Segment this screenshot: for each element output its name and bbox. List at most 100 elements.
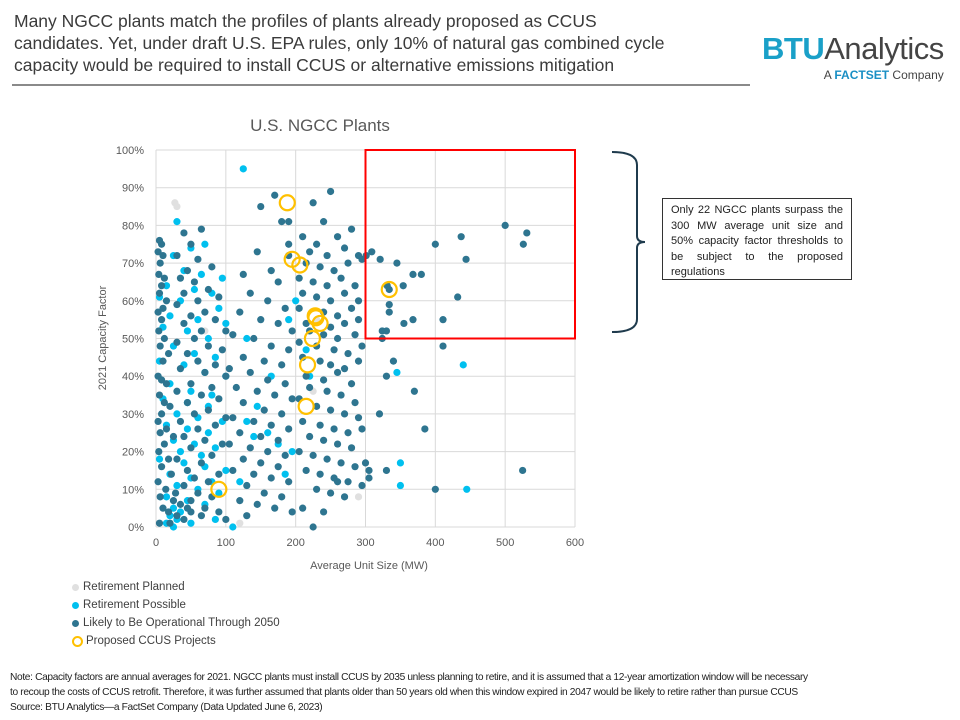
plant-point xyxy=(156,259,164,267)
ccus-project-marker xyxy=(278,194,296,212)
plant-point xyxy=(365,466,373,475)
plant-point xyxy=(439,342,447,350)
plant-point xyxy=(159,504,167,512)
plant-point xyxy=(306,432,314,441)
plant-point xyxy=(211,421,219,429)
plant-point xyxy=(243,417,251,426)
plant-point xyxy=(204,406,212,414)
plant-point xyxy=(358,425,366,433)
plant-point xyxy=(299,233,307,241)
plant-point xyxy=(271,391,279,399)
plant-point xyxy=(399,282,407,290)
plant-point xyxy=(337,391,345,399)
plant-point xyxy=(285,425,293,433)
y-tick-label: 50% xyxy=(122,334,144,346)
plant-point xyxy=(162,380,171,388)
plant-point xyxy=(201,504,209,512)
plant-point xyxy=(285,346,293,354)
plant-point xyxy=(194,357,202,365)
plant-point xyxy=(164,349,173,358)
footnotes: Note: Capacity factors are annual averag… xyxy=(10,670,808,715)
plant-point xyxy=(204,285,212,294)
plant-point xyxy=(183,349,192,358)
plant-point xyxy=(197,451,205,459)
plant-point xyxy=(382,372,391,380)
series-retirement-possible xyxy=(155,165,471,531)
plant-point xyxy=(333,440,342,448)
plant-point xyxy=(164,508,173,516)
plant-point xyxy=(368,248,376,256)
plant-point xyxy=(236,497,244,505)
plant-point xyxy=(194,316,202,324)
plant-point xyxy=(375,410,384,418)
plant-point xyxy=(253,387,261,395)
plant-point xyxy=(218,274,226,282)
plant-point xyxy=(519,240,527,248)
plant-point xyxy=(385,285,393,294)
plant-point xyxy=(225,440,233,448)
x-tick-label: 200 xyxy=(286,537,304,549)
plant-point xyxy=(351,463,359,471)
plant-point xyxy=(340,410,349,418)
plant-point xyxy=(236,429,244,437)
plant-point xyxy=(351,331,359,339)
plant-point xyxy=(169,497,178,505)
plant-point xyxy=(250,417,258,426)
logo-company: Company xyxy=(889,68,944,82)
logo-analytics: Analytics xyxy=(824,31,944,66)
plant-point xyxy=(246,444,254,452)
ccus-project-marker xyxy=(297,397,315,415)
bracket xyxy=(611,151,646,333)
plant-point xyxy=(236,478,244,486)
plant-point xyxy=(154,417,162,426)
plant-point xyxy=(288,327,296,335)
plant-point xyxy=(201,308,209,316)
plant-point xyxy=(162,485,170,493)
plant-point xyxy=(243,512,251,520)
plant-point xyxy=(222,515,230,524)
plant-point xyxy=(309,451,317,459)
plant-point xyxy=(316,421,324,429)
plant-point xyxy=(396,459,405,467)
plant-point xyxy=(155,448,163,456)
plant-point xyxy=(232,383,240,392)
plant-point xyxy=(285,240,293,248)
plant-point xyxy=(176,417,185,426)
plant-point xyxy=(409,316,417,324)
plant-point xyxy=(257,459,265,467)
logo-sub-a: A xyxy=(823,68,835,82)
plant-point xyxy=(173,387,181,395)
plant-point xyxy=(197,391,205,399)
plant-point xyxy=(299,417,307,426)
headline-line: Many NGCC plants match the profiles of p… xyxy=(14,11,597,31)
note-line: to recoup the costs of CCUS retrofit. Th… xyxy=(10,687,798,698)
plant-point xyxy=(278,493,286,501)
plant-point xyxy=(173,218,181,226)
plant-point xyxy=(260,357,268,365)
series-likely-to-be-operational-through-2050 xyxy=(154,187,531,531)
plant-point xyxy=(347,225,356,233)
plant-point xyxy=(239,353,247,361)
plant-point xyxy=(215,489,223,497)
plant-point xyxy=(274,319,282,328)
plant-point xyxy=(320,508,328,516)
plant-point xyxy=(162,493,171,501)
plant-point xyxy=(333,368,342,377)
plant-point xyxy=(281,380,289,388)
plant-point xyxy=(337,274,345,282)
plant-point xyxy=(431,240,439,248)
plant-point xyxy=(260,406,268,414)
plant-point xyxy=(187,240,195,248)
plant-point xyxy=(257,432,265,441)
plant-point xyxy=(281,304,289,312)
plant-point xyxy=(180,229,188,237)
plant-point xyxy=(183,398,192,407)
plant-point xyxy=(166,519,174,527)
plant-point xyxy=(239,165,247,173)
plant-point xyxy=(187,497,195,505)
plant-point xyxy=(157,240,166,248)
plant-point xyxy=(281,451,289,459)
plant-point xyxy=(250,432,258,441)
plant-point xyxy=(243,334,251,343)
plant-point xyxy=(222,372,230,380)
